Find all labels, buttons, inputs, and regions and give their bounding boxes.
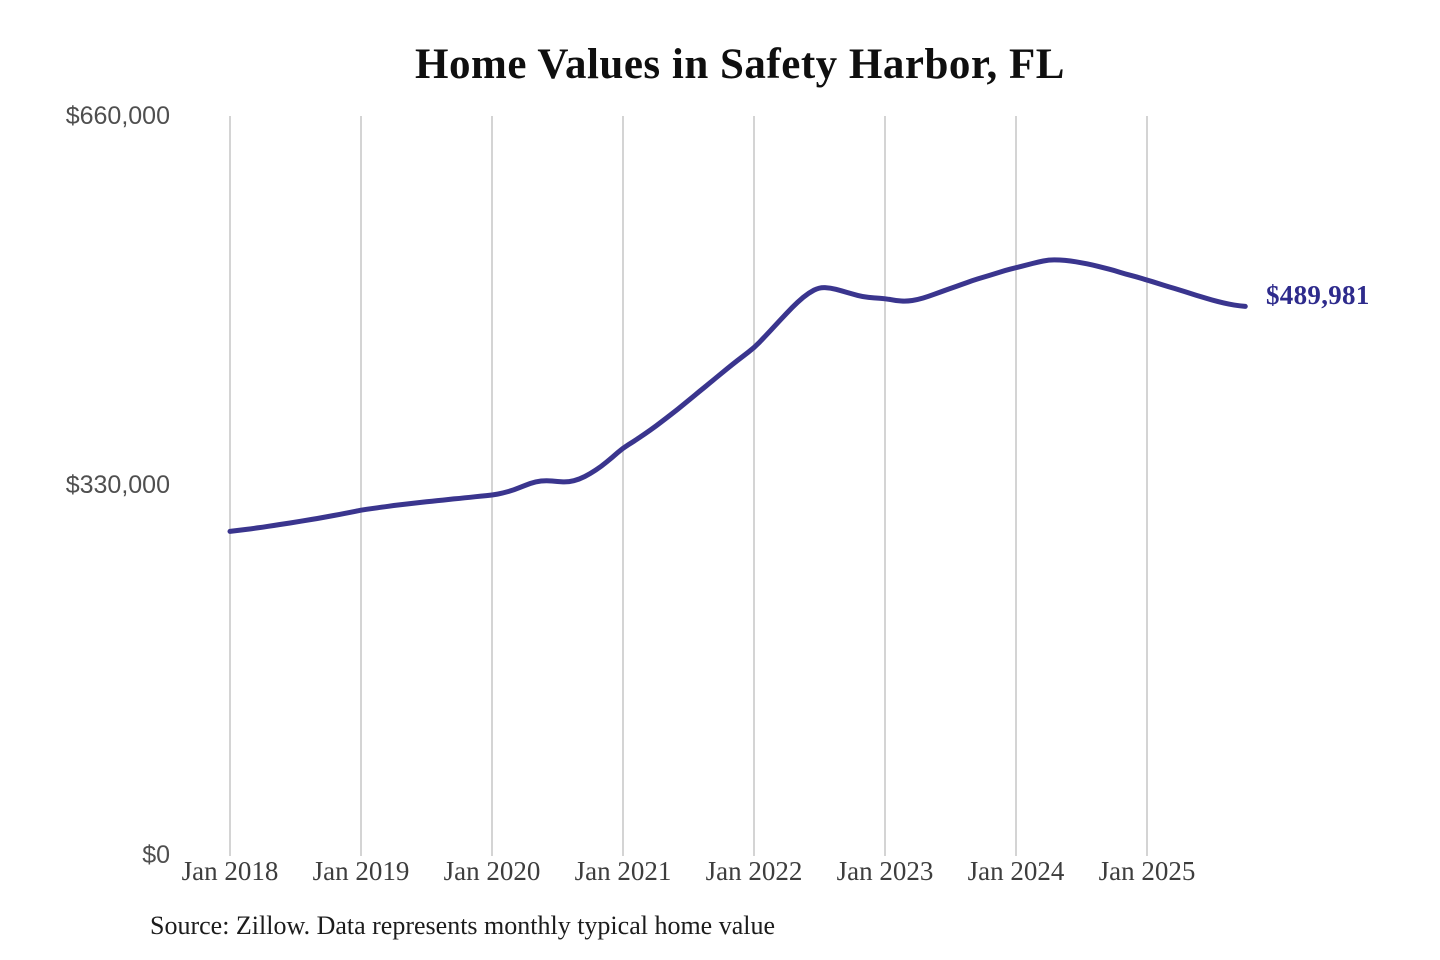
x-axis-tick-label: Jan 2021 xyxy=(574,856,672,886)
chart-title: Home Values in Safety Harbor, FL xyxy=(415,41,1065,88)
home-value-line xyxy=(227,257,1248,534)
source-note: Source: Zillow. Data represents monthly … xyxy=(150,911,776,940)
x-axis-tick-label: Jan 2025 xyxy=(1098,856,1196,886)
x-axis-tick-label: Jan 2020 xyxy=(443,856,541,886)
x-axis-tick-label: Jan 2023 xyxy=(836,856,934,886)
x-axis-tick-label: Jan 2024 xyxy=(967,856,1065,886)
y-axis-tick-label: $660,000 xyxy=(65,102,170,130)
series-end-value-label: $489,981 xyxy=(1266,280,1370,310)
y-axis-tick-label: $0 xyxy=(142,841,170,869)
x-axis-tick-label: Jan 2018 xyxy=(181,856,279,886)
x-axis-tick-label: Jan 2022 xyxy=(705,856,803,886)
x-axis-tick-label: Jan 2019 xyxy=(312,856,410,886)
y-axis-tick-label: $330,000 xyxy=(65,471,170,499)
